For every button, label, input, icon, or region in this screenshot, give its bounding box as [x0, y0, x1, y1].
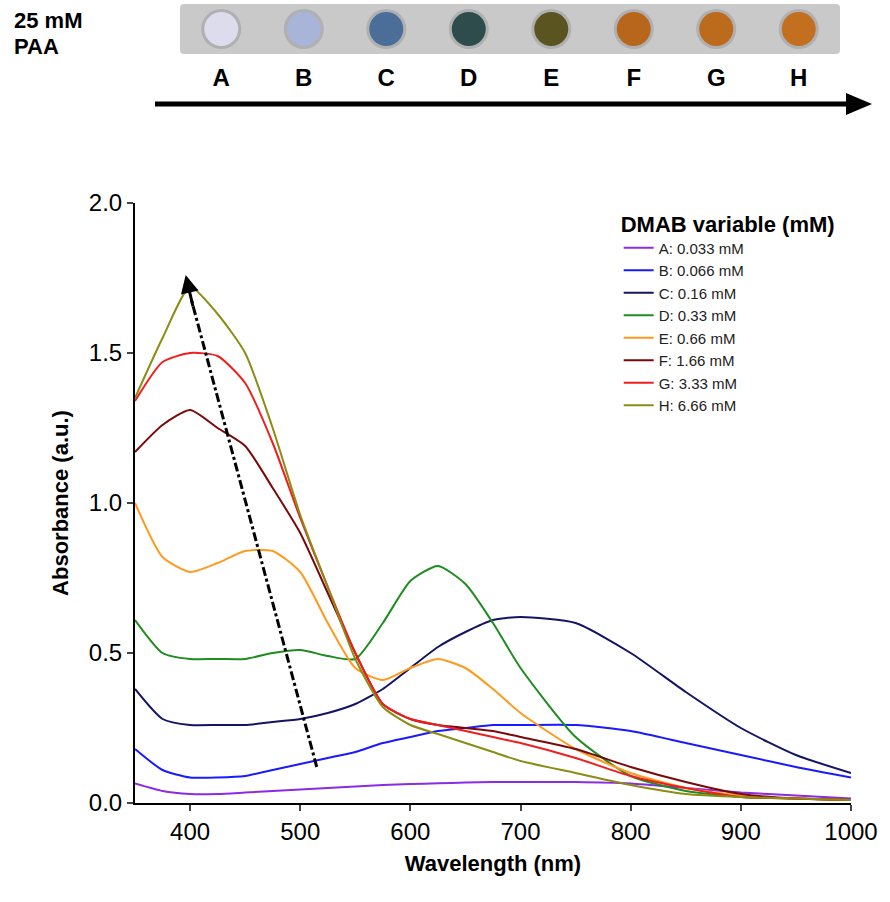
svg-text:1000: 1000	[824, 818, 877, 845]
svg-text:H: H	[790, 64, 807, 91]
svg-text:900: 900	[721, 818, 761, 845]
svg-text:G: 3.33 mM: G: 3.33 mM	[659, 375, 737, 392]
svg-text:D: 0.33 mM: D: 0.33 mM	[659, 307, 737, 324]
svg-text:1.0: 1.0	[89, 489, 122, 516]
svg-text:C: 0.16 mM: C: 0.16 mM	[659, 285, 737, 302]
svg-text:G: G	[707, 64, 726, 91]
svg-text:25 mM: 25 mM	[14, 8, 82, 33]
svg-text:0.0: 0.0	[89, 789, 122, 816]
svg-text:A: 0.033 mM: A: 0.033 mM	[659, 240, 744, 257]
svg-text:600: 600	[390, 818, 430, 845]
svg-text:800: 800	[611, 818, 651, 845]
svg-text:E: E	[543, 64, 559, 91]
svg-text:A: A	[213, 64, 230, 91]
svg-text:H: 6.66 mM: H: 6.66 mM	[659, 397, 737, 414]
svg-text:700: 700	[501, 818, 541, 845]
svg-text:Absorbance (a.u.): Absorbance (a.u.)	[48, 410, 73, 596]
svg-text:2.0: 2.0	[89, 189, 122, 216]
svg-text:E: 0.66 mM: E: 0.66 mM	[659, 330, 736, 347]
svg-text:400: 400	[170, 818, 210, 845]
svg-text:D: D	[460, 64, 477, 91]
svg-text:DMAB variable (mM): DMAB variable (mM)	[621, 212, 835, 237]
svg-text:B: B	[295, 64, 312, 91]
svg-text:500: 500	[280, 818, 320, 845]
svg-text:F: 1.66 mM: F: 1.66 mM	[659, 352, 735, 369]
svg-text:F: F	[626, 64, 641, 91]
svg-text:1.5: 1.5	[89, 339, 122, 366]
svg-text:B: 0.066 mM: B: 0.066 mM	[659, 262, 744, 279]
svg-text:PAA: PAA	[14, 34, 59, 59]
svg-text:C: C	[378, 64, 395, 91]
svg-text:0.5: 0.5	[89, 639, 122, 666]
svg-text:Wavelength (nm): Wavelength (nm)	[405, 851, 581, 876]
